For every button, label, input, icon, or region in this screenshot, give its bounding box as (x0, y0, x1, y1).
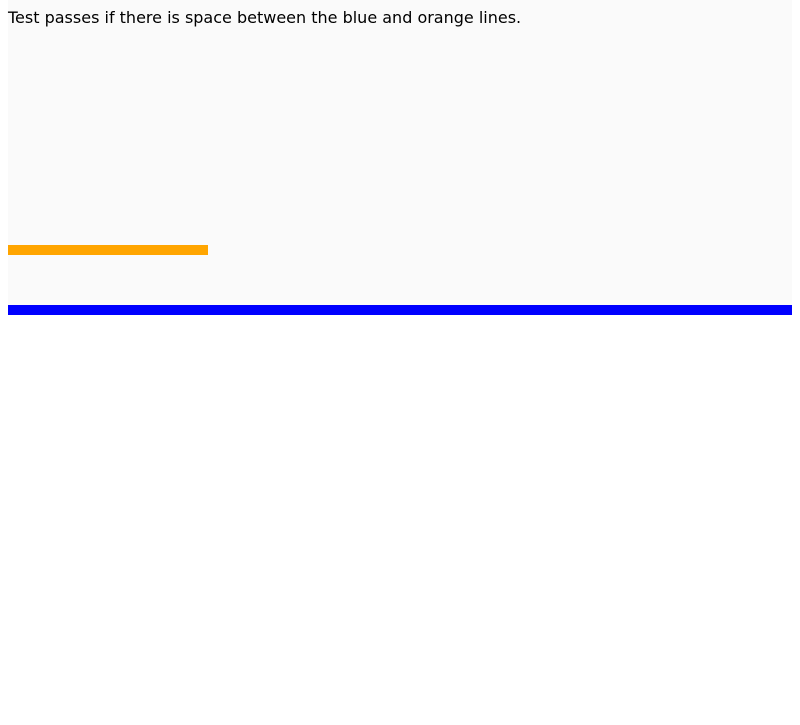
orange-line (8, 245, 208, 255)
test-instruction-text: Test passes if there is space between th… (8, 8, 522, 27)
blue-line (8, 305, 792, 315)
test-container: Test passes if there is space between th… (8, 0, 792, 305)
